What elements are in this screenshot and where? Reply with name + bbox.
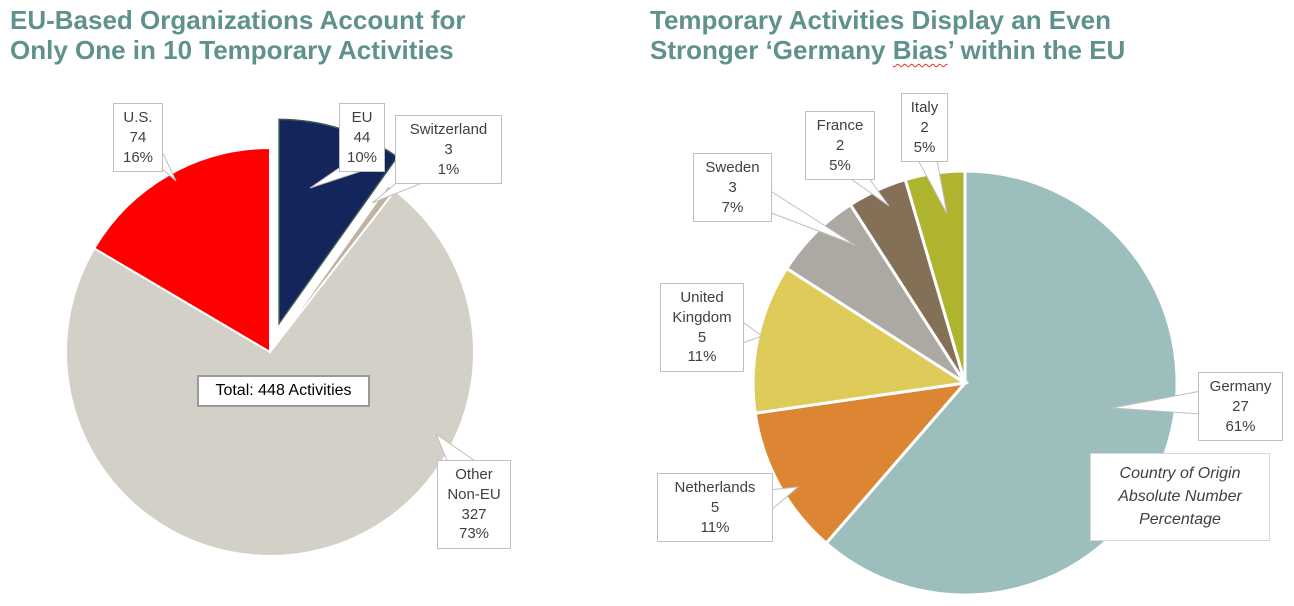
spellcheck-underline-word: Bias [892, 34, 948, 65]
callout-value: 327 [461, 505, 487, 523]
callout-label: Switzerland [409, 121, 488, 138]
callout-switzerland: Switzerland 3 1% [395, 115, 502, 185]
callout-pct: 61% [1225, 417, 1256, 435]
callout-sweden: Sweden 3 7% [693, 153, 772, 223]
callout-pct: 5% [913, 138, 936, 156]
callout-pct: 1% [437, 160, 460, 178]
callout-pct: 11% [700, 518, 730, 536]
total-activities-box: Total: 448 Activities [197, 375, 370, 407]
callout-france: France 2 5% [805, 111, 875, 181]
left-chart-title: EU-Based Organizations Account for Only … [10, 5, 466, 66]
callout-other-non-eu: Other Non-EU 327 73% [437, 460, 511, 550]
callout-eu: EU 44 10% [339, 103, 385, 173]
left-title-line1: EU-Based Organizations Account for [10, 5, 466, 35]
callout-value: 27 [1232, 397, 1249, 415]
note-line: Absolute Number [1118, 488, 1242, 506]
callout-label: Sweden [705, 159, 760, 176]
callout-value: 2 [835, 136, 845, 154]
callout-label: EU [351, 109, 373, 126]
callout-pct: 16% [122, 148, 154, 166]
callout-value: 5 [697, 328, 707, 346]
callout-pct: 7% [721, 198, 744, 216]
left-title-line2: Only One in 10 Temporary Activities [10, 34, 454, 65]
callout-germany: Germany 27 61% [1198, 372, 1283, 442]
callout-pct: 10% [346, 148, 378, 166]
callout-label: France [816, 117, 864, 134]
callout-value: 44 [353, 128, 371, 146]
callout-united-kingdom: United Kingdom 5 11% [660, 283, 744, 373]
callout-us: U.S. 74 16% [113, 103, 163, 173]
callout-label: Netherlands [674, 479, 756, 496]
note-line: Percentage [1139, 511, 1221, 529]
right-title-line2: Stronger ‘Germany Bias’ within the EU [650, 34, 1126, 65]
callout-label: U.S. [123, 109, 153, 126]
pie-slice-netherlands [753, 380, 969, 546]
callout-label: United Kingdom [672, 289, 732, 326]
callout-pct: 73% [458, 525, 490, 543]
note-line: Country of Origin [1119, 465, 1241, 482]
callout-label: Other Non-EU [447, 466, 501, 503]
callout-value: 5 [710, 498, 720, 516]
callout-value: 2 [920, 118, 929, 136]
callout-label: Italy [910, 99, 939, 116]
callout-value: 74 [129, 128, 147, 146]
right-title-line1: Temporary Activities Display an Even [650, 5, 1111, 35]
callout-value: 3 [444, 140, 453, 158]
legend-note-box: Country of Origin Absolute Number Percen… [1090, 453, 1270, 541]
callout-value: 3 [728, 178, 737, 196]
pie-slice-other-non-eu [65, 189, 475, 557]
callout-label: Germany [1209, 378, 1272, 395]
callout-pct: 5% [829, 156, 851, 174]
callout-italy: Italy 2 5% [901, 93, 948, 163]
right-chart-title: Temporary Activities Display an Even Str… [650, 5, 1126, 66]
callout-pct: 11% [687, 348, 717, 366]
callout-netherlands: Netherlands 5 11% [657, 473, 773, 543]
